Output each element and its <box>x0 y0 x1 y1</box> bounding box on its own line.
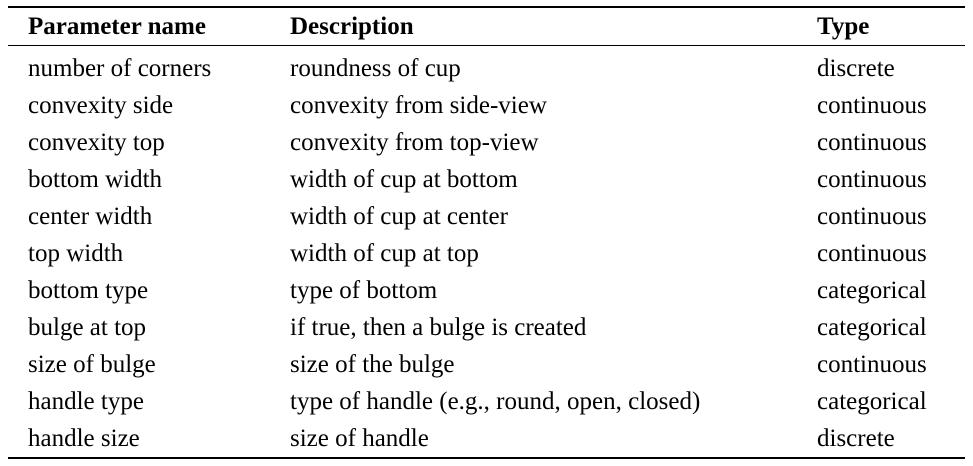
cell-parameter-name: handle type <box>28 388 144 415</box>
cell-type: categorical <box>817 314 927 341</box>
cell-description: type of bottom <box>290 277 438 304</box>
cell-type: continuous <box>817 129 927 156</box>
cell-description: width of cup at top <box>290 240 479 267</box>
cell-parameter-name: bottom width <box>28 166 163 193</box>
table-row: bottom width width of cup at bottom cont… <box>8 161 965 198</box>
cell-type: continuous <box>817 92 927 119</box>
cell-type: discrete <box>817 425 895 452</box>
cell-type: categorical <box>817 388 927 415</box>
table-row: convexity top convexity from top-view co… <box>8 124 965 161</box>
cell-description: convexity from top-view <box>290 129 539 156</box>
cell-parameter-name: center width <box>28 203 153 230</box>
table-row: center width width of cup at center cont… <box>8 198 965 235</box>
cell-type: categorical <box>817 277 927 304</box>
cell-description: if true, then a bulge is created <box>290 314 587 341</box>
table-row: bottom type type of bottom categorical <box>8 272 965 309</box>
cell-parameter-name: bulge at top <box>28 314 147 341</box>
cell-type: continuous <box>817 240 927 267</box>
cell-parameter-name: handle size <box>28 425 140 452</box>
cell-parameter-name: top width <box>28 240 124 267</box>
cell-description: size of the bulge <box>290 351 455 378</box>
table-row: top width width of cup at top continuous <box>8 235 965 272</box>
table-row: handle type type of handle (e.g., round,… <box>8 383 965 420</box>
cell-parameter-name: size of bulge <box>28 351 156 378</box>
cell-parameter-name: convexity side <box>28 92 174 119</box>
cell-description: type of handle (e.g., round, open, close… <box>290 388 701 415</box>
parameter-table-container: Parameter name Description Type number o… <box>8 6 965 459</box>
cell-parameter-name: convexity top <box>28 129 165 156</box>
cell-type: discrete <box>817 55 895 82</box>
cell-description: width of cup at bottom <box>290 166 518 193</box>
table-row: bulge at top if true, then a bulge is cr… <box>8 309 965 346</box>
header-parameter-name: Parameter name <box>28 13 206 40</box>
cell-description: roundness of cup <box>290 55 461 82</box>
table-row: number of corners roundness of cup discr… <box>8 46 965 88</box>
cell-description: convexity from side-view <box>290 92 547 119</box>
table-row: convexity side convexity from side-view … <box>8 87 965 124</box>
cell-description: width of cup at center <box>290 203 508 230</box>
cell-type: continuous <box>817 203 927 230</box>
cell-parameter-name: bottom type <box>28 277 149 304</box>
table-row: handle size size of handle discrete <box>8 420 965 458</box>
cell-type: continuous <box>817 351 927 378</box>
cell-parameter-name: number of corners <box>28 55 212 82</box>
table-header-row: Parameter name Description Type <box>8 7 965 46</box>
parameter-table: Parameter name Description Type number o… <box>8 6 965 459</box>
header-description: Description <box>290 13 414 40</box>
cell-description: size of handle <box>290 425 429 452</box>
table-row: size of bulge size of the bulge continuo… <box>8 346 965 383</box>
cell-type: continuous <box>817 166 927 193</box>
header-type: Type <box>817 13 870 40</box>
